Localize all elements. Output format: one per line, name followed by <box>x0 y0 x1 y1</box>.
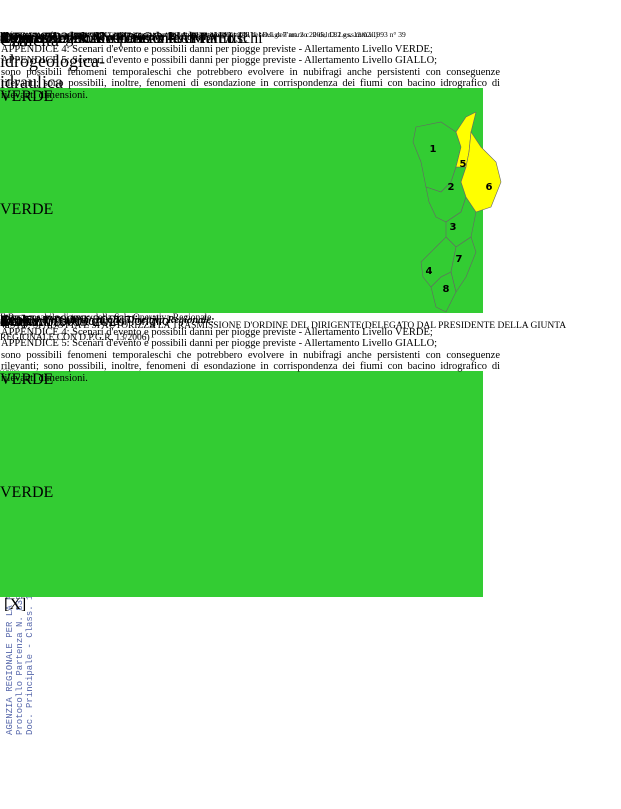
zone-cell: 4 <box>0 313 8 330</box>
start: Inizio: 00:00 <box>0 313 83 330</box>
level-cell: VERDE <box>0 484 483 597</box>
day-date: 18/03/2026 <box>32 30 105 47</box>
level-cell: VERDE <box>0 88 483 201</box>
th-zone: ZONA <box>0 313 45 330</box>
scenario-text: sono possibili fenomeni temporaleschi ch… <box>1 349 500 384</box>
scenario: Scenario d'evento di cui alla Direttiva … <box>0 30 501 313</box>
footnote: La presente nota, trasmessa via PEC, sos… <box>0 30 378 39</box>
scenario-text: sono possibili fenomeni temporaleschi ch… <box>1 66 500 101</box>
zone-cell: 7 <box>0 30 8 47</box>
zone-cell: 8 <box>0 30 8 47</box>
map-label: 1 <box>430 144 437 155</box>
map: 1 2 3 4 5 6 7 8 <box>412 112 502 313</box>
zone-cell: 6 <box>0 30 8 47</box>
zone-cell: 1 <box>0 313 8 330</box>
zone-cell: 4 <box>0 30 8 47</box>
map-label: 2 <box>448 182 455 193</box>
zone-cell: 1 <box>0 30 8 47</box>
map-zone <box>430 271 457 313</box>
signature-left: Sicurezza del Territorio <box>0 30 151 47</box>
level-cell: VERDE <box>0 201 483 313</box>
zone-cell: 8 <box>0 313 8 330</box>
day-label: Oggi <box>0 30 32 47</box>
signature-left: f.to: Arch. FRANCESCO RAFFAELE <box>0 30 248 47</box>
level-cell: VERDE <box>0 371 483 484</box>
scenario-text: APPENDICE 4: Scenari d'evento e possibil… <box>1 43 433 55</box>
footnote: Le firme autografe sono sostituite da in… <box>0 30 406 39</box>
th-zone: ZONA <box>0 30 45 47</box>
scenario-text: APPENDICE 5: Scenari d'evento e possibil… <box>1 55 438 66</box>
map-label: 6 <box>486 182 493 193</box>
zone-cell: 3 <box>0 30 8 47</box>
scenario-title: Scenario d'evento di cui alla Direttiva … <box>1 32 215 43</box>
day-label: Domani19/03/2026 <box>0 313 124 416</box>
start: Inizio: 12:00 <box>0 30 83 47</box>
scenario-title: Scenario d'evento di cui alla Direttiva … <box>1 315 215 326</box>
signature-right: Il Responsabile di turno della Sala Oper… <box>0 313 212 323</box>
day-label: Domani <box>0 313 52 330</box>
map-label: 7 <box>456 254 463 265</box>
zone-cell: 5 <box>0 30 8 47</box>
map-zone <box>460 131 502 213</box>
signature-left: Centro Regionale Funzionale Multirischi <box>0 30 263 47</box>
day-label: Oggi18/03/2026 <box>0 30 105 133</box>
scenario-text: APPENDICE 4: Scenari d'evento e possibil… <box>1 326 433 338</box>
map-label: 8 <box>443 284 450 295</box>
map-label: 5 <box>460 159 467 170</box>
zone-cell: 6 <box>0 313 8 330</box>
signature-right: VISTO: SI ADOTTA E SI AUTORIZZA LA TRASM… <box>0 321 566 343</box>
zone-cell: 7 <box>0 313 8 330</box>
scenario: Scenario d'evento di cui alla Direttiva … <box>0 313 501 597</box>
zone-cell: 3 <box>0 313 8 330</box>
scenario-text: APPENDICE 5: Scenari d'evento e possibil… <box>1 338 438 349</box>
map-label: 4 <box>426 266 433 277</box>
zone-cell: 5 <box>0 313 8 330</box>
signature-left: Il Funzionario Responsabile di turno <box>0 30 235 47</box>
zone-cell: 2 <box>0 313 8 330</box>
signature-right: Fto. DI.MA. Antonino Fioriglio <box>0 313 170 328</box>
zone-cell: 2 <box>0 30 8 47</box>
map-label: 3 <box>450 222 457 233</box>
day-date: 19/03/2026 <box>51 313 125 330</box>
